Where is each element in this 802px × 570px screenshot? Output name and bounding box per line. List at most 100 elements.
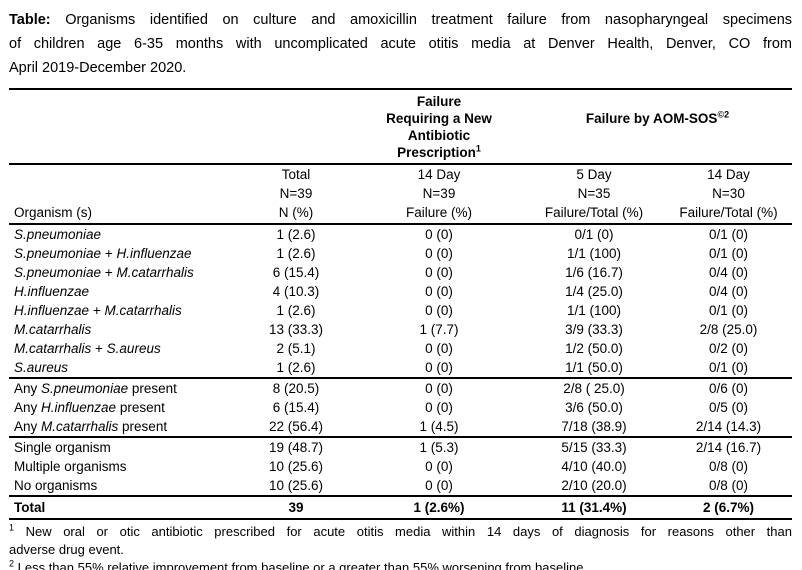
value-cell: 13 (33.3)	[268, 322, 324, 337]
column-header-4: 14 Day N=30 Failure/Total (%)	[665, 164, 793, 225]
label-text: Single organism	[14, 440, 111, 455]
header-line: N=39	[279, 186, 313, 201]
label-text: present	[118, 419, 168, 434]
table-caption-label: Table:	[9, 12, 51, 28]
label-text: No organisms	[14, 478, 98, 493]
value-cell: 4/10 (40.0)	[561, 459, 627, 474]
value-cell: 0 (0)	[425, 400, 453, 415]
organism-name: S.pneumoniae	[14, 227, 102, 242]
header-line: Requiring a New	[386, 111, 492, 126]
table-row: H.influenzae 4 (10.3) 0 (0) 1/4 (25.0) 0/4 (…	[9, 282, 792, 301]
organism-name: M.catarrhalis	[14, 341, 92, 356]
column-header-1: Total N=39 N (%)	[237, 164, 355, 225]
value-cell: 2/8 (25.0)	[699, 322, 758, 337]
header-line: Failure	[416, 94, 462, 109]
footnote-marker: 1	[9, 523, 15, 533]
organism-label-cell: Total	[9, 496, 237, 520]
table-caption-line-3: April 2019-December 2020.	[9, 60, 187, 76]
value-cell: 0/4 (0)	[708, 284, 749, 299]
group-header-spacer	[9, 89, 355, 165]
value-cell: 2/10 (20.0)	[523, 476, 665, 497]
value-cell: 19 (48.7)	[268, 440, 324, 455]
table-caption: Table: Organisms identified on culture a…	[9, 8, 792, 80]
value-cell: 39	[237, 496, 355, 520]
value-cell: 6 (15.4)	[272, 265, 320, 280]
value-cell: 2/14 (16.7)	[695, 440, 762, 455]
table-row: M.catarrhalis + S.aureus 2 (5.1) 0 (0) 1/2 …	[9, 339, 792, 358]
value-cell: 0 (0)	[355, 476, 523, 497]
table-row: Any H.influenzae present 6 (15.4) 0 (0) 3/6…	[9, 398, 792, 417]
table-caption-line-2: of children age 6-35 months with uncompl…	[9, 36, 792, 52]
organism-label-cell: Multiple organisms	[9, 457, 237, 476]
table-caption-line-1: Table: Organisms identified on culture a…	[9, 8, 792, 32]
value-cell: 1/1 (100)	[566, 303, 622, 318]
value-cell: 0 (0)	[355, 358, 523, 379]
value-cell: 1/6 (16.7)	[565, 265, 623, 280]
table-row: Any M.catarrhalis present 22 (56.4) 1 (4.5…	[9, 417, 793, 438]
organism-name: S.pneumoniae	[41, 381, 129, 396]
group-header-failure-aom-sos: Failure by AOM-SOS©2	[523, 89, 793, 165]
header-line: Antibiotic	[407, 128, 471, 143]
value-cell: 0/4 (0)	[708, 265, 749, 280]
value-cell: 6 (15.4)	[272, 400, 320, 415]
value-cell: 1 (2.6)	[237, 358, 355, 379]
value-cell: 0/8 (0)	[708, 459, 749, 474]
value-cell: 0 (0)	[425, 284, 453, 299]
label-text: +	[89, 303, 105, 318]
label-text: +	[101, 246, 117, 261]
footnote-marker: 2	[9, 559, 15, 569]
value-cell: 0/8 (0)	[665, 476, 793, 497]
table-row: M.catarrhalis 13 (33.3) 1 (7.7) 3/9 (33.3) 2…	[9, 320, 792, 339]
label-text: Total	[14, 500, 46, 515]
value-cell: 1/1 (50.0)	[523, 358, 665, 379]
organism-name: M.catarrhalis	[41, 419, 119, 434]
label-text: Any	[14, 400, 42, 415]
organism-label-cell: S.pneumoniae + H.influenzae	[9, 244, 237, 263]
organism-name: S.pneumoniae	[14, 246, 102, 261]
label-text: +	[101, 265, 117, 280]
column-header-row: Organism (s) Total N=39 N (%) 14 Day N=39 Fail…	[9, 164, 793, 225]
header-line: Total	[281, 167, 311, 182]
value-cell: 1 (7.7)	[419, 322, 459, 337]
value-cell: 8 (20.5)	[272, 381, 320, 396]
table-row: H.influenzae + M.catarrhalis 1 (2.6) 0 (0)…	[9, 301, 792, 320]
footnote-marker: ©2	[717, 109, 730, 120]
value-cell: 0/6 (0)	[708, 381, 749, 396]
header-line: N=35	[577, 186, 611, 201]
footnote-marker: 1	[475, 143, 481, 154]
header-line: 5 Day	[576, 167, 612, 182]
value-cell: 3/9 (33.3)	[565, 322, 623, 337]
organism-label-cell: Any S.pneumoniae present	[9, 378, 237, 398]
footnote-1: 1 New oral or otic antibiotic prescribed…	[9, 523, 792, 559]
value-cell: 3/6 (50.0)	[565, 400, 623, 415]
value-cell: 0 (0)	[425, 381, 453, 396]
organism-name: S.aureus	[14, 360, 69, 375]
organism-name: H.influenzae	[14, 284, 90, 299]
footnote-2: 2 Less than 55% relative improvement fro…	[9, 559, 792, 570]
organism-label-cell: H.influenzae	[9, 282, 237, 301]
value-cell: 0/2 (0)	[708, 341, 749, 356]
organism-name: H.influenzae	[41, 400, 117, 415]
value-cell: 0/5 (0)	[708, 400, 749, 415]
value-cell: 1 (5.3)	[419, 440, 459, 455]
value-cell: 1/1 (100)	[566, 246, 622, 261]
value-cell: 1 (2.6)	[276, 227, 316, 242]
organism-label-cell: S.pneumoniae + M.catarrhalis	[9, 263, 237, 282]
organism-name: M.catarrhalis	[116, 265, 194, 280]
header-line: Failure/Total (%)	[679, 205, 778, 220]
organism-name: H.influenzae	[14, 303, 90, 318]
table-row: S.aureus 1 (2.6) 0 (0) 1/1 (50.0) 0/1 (0)	[9, 358, 793, 379]
table-row: Total 39 1 (2.6%) 11 (31.4%) 2 (6.7%)	[9, 496, 793, 520]
table-body: S.pneumoniae 1 (2.6) 0 (0) 0/1 (0) 0/1 (0) S.…	[9, 224, 793, 520]
value-cell: 1 (2.6%)	[355, 496, 523, 520]
value-cell: 1/4 (25.0)	[565, 284, 623, 299]
label-text: +	[91, 341, 107, 356]
group-header-row: Failure Requiring a New Antibiotic Prescrip…	[9, 89, 793, 165]
results-table: Failure Requiring a New Antibiotic Prescrip…	[9, 88, 793, 520]
label-text: Any	[14, 419, 42, 434]
label-text: Any	[14, 381, 42, 396]
value-cell: 1 (2.6)	[276, 246, 316, 261]
value-cell: 0 (0)	[425, 459, 453, 474]
table-caption-text: Organisms identified on culture and amox…	[65, 12, 792, 28]
